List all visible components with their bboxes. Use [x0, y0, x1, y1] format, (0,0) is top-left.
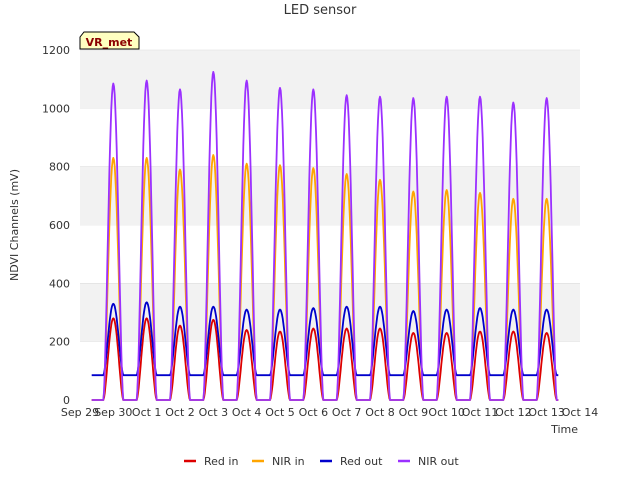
- grid-band: [80, 50, 580, 109]
- legend-label: NIR out: [418, 455, 459, 468]
- badge-box: [79, 31, 140, 50]
- x-tick-label: Oct 6: [299, 406, 329, 419]
- x-tick-label: Oct 4: [232, 406, 262, 419]
- x-tick-label: Oct 5: [265, 406, 295, 419]
- series-line-red-out: [91, 301, 559, 377]
- y-tick-label: 1200: [42, 44, 70, 57]
- y-tick-label: 200: [49, 336, 70, 349]
- x-tick-label: Oct 14: [562, 406, 599, 419]
- x-tick-label: Sep 30: [94, 406, 132, 419]
- vr-met-badge: VR_met: [79, 31, 140, 50]
- x-axis-label: Time: [550, 423, 578, 436]
- x-tick-label: Oct 8: [365, 406, 395, 419]
- legend-label: Red out: [340, 455, 383, 468]
- legend: Red in NIR in Red out NIR out: [184, 455, 459, 468]
- x-tick-label: Oct 1: [132, 406, 162, 419]
- x-tick-label: Oct 10: [428, 406, 465, 419]
- x-tick-label: Oct 13: [528, 406, 565, 419]
- legend-label: Red in: [204, 455, 238, 468]
- y-tick-label: 0: [63, 394, 70, 407]
- x-tick-label: Oct 7: [332, 406, 362, 419]
- y-axis-ticks: 0 200 400 600 800 1000 1200: [42, 44, 70, 407]
- y-tick-label: 400: [49, 277, 70, 290]
- y-tick-label: 1000: [42, 102, 70, 115]
- series-lines: [91, 71, 559, 401]
- x-tick-label: Oct 9: [399, 406, 429, 419]
- x-tick-label: Sep 29: [61, 406, 99, 419]
- legend-label: NIR in: [272, 455, 305, 468]
- grid-bands: [80, 49, 580, 400]
- series-line-nir-out: [91, 71, 559, 401]
- x-tick-label: Oct 12: [495, 406, 532, 419]
- x-tick-label: Oct 11: [462, 406, 499, 419]
- chart-title: LED sensor: [284, 3, 357, 18]
- x-tick-label: Oct 2: [165, 406, 195, 419]
- badge-label: VR_met: [86, 36, 133, 49]
- grid-band: [80, 166, 580, 225]
- grid-band: [80, 283, 580, 342]
- y-axis-label: NDVI Channels (mV): [8, 169, 21, 281]
- x-tick-label: Oct 3: [199, 406, 229, 419]
- y-tick-label: 800: [49, 161, 70, 174]
- y-tick-label: 600: [49, 219, 70, 232]
